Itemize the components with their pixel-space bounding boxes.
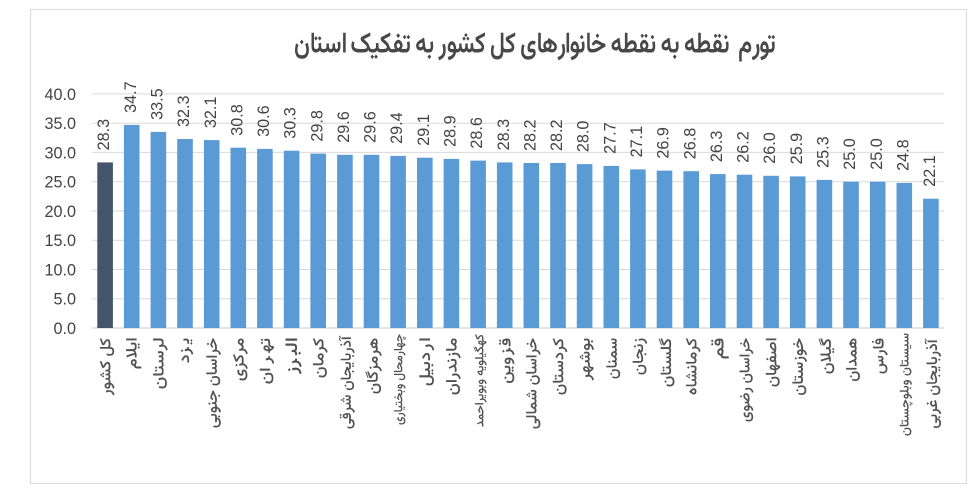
- svg-text:28.2: 28.2: [521, 119, 539, 151]
- svg-text:28.3: 28.3: [495, 119, 513, 151]
- svg-text:30.0: 30.0: [44, 144, 76, 162]
- svg-text:28.3: 28.3: [95, 119, 113, 151]
- svg-text:32.3: 32.3: [175, 95, 193, 127]
- svg-text:29.4: 29.4: [388, 112, 406, 144]
- svg-text:26.9: 26.9: [655, 127, 673, 159]
- svg-text:30.8: 30.8: [228, 104, 246, 136]
- svg-text:5.0: 5.0: [53, 291, 76, 309]
- svg-text:35.0: 35.0: [44, 115, 76, 133]
- svg-text:15.0: 15.0: [44, 232, 76, 250]
- svg-text:32.1: 32.1: [202, 97, 220, 129]
- svg-text:33.5: 33.5: [149, 88, 167, 120]
- svg-text:27.1: 27.1: [628, 126, 646, 158]
- svg-text:28.6: 28.6: [468, 117, 486, 149]
- svg-text:29.8: 29.8: [308, 110, 326, 142]
- svg-text:10.0: 10.0: [44, 261, 76, 279]
- svg-text:30.3: 30.3: [282, 107, 300, 139]
- svg-text:29.6: 29.6: [362, 111, 380, 143]
- svg-text:26.3: 26.3: [708, 131, 726, 163]
- svg-text:29.1: 29.1: [415, 114, 433, 146]
- svg-text:25.9: 25.9: [788, 133, 806, 165]
- svg-text:40.0: 40.0: [44, 86, 76, 104]
- svg-text:28.9: 28.9: [442, 115, 460, 147]
- svg-text:20.0: 20.0: [44, 203, 76, 221]
- svg-text:22.1: 22.1: [921, 155, 939, 187]
- svg-text:28.2: 28.2: [548, 119, 566, 151]
- svg-text:26.8: 26.8: [681, 128, 699, 160]
- svg-text:34.7: 34.7: [122, 81, 140, 113]
- svg-text:29.6: 29.6: [335, 111, 353, 143]
- svg-text:24.8: 24.8: [894, 139, 912, 171]
- svg-text:27.7: 27.7: [601, 122, 619, 154]
- svg-text:26.0: 26.0: [761, 132, 779, 164]
- svg-text:25.0: 25.0: [868, 138, 886, 170]
- svg-text:25.0: 25.0: [841, 138, 859, 170]
- svg-text:25.3: 25.3: [815, 136, 833, 168]
- svg-text:25.0: 25.0: [44, 174, 76, 192]
- svg-text:30.6: 30.6: [255, 105, 273, 137]
- svg-text:26.2: 26.2: [735, 131, 753, 163]
- svg-text:0.0: 0.0: [53, 320, 76, 338]
- svg-text:28.0: 28.0: [575, 121, 593, 153]
